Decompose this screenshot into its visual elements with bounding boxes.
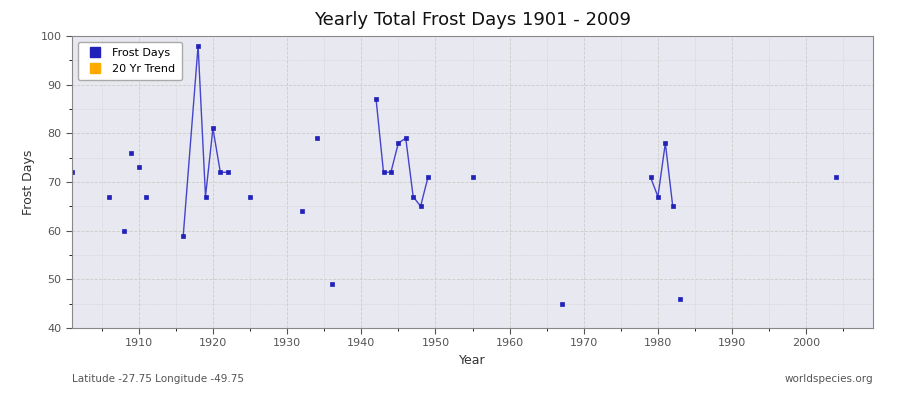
Legend: Frost Days, 20 Yr Trend: Frost Days, 20 Yr Trend	[77, 42, 182, 80]
X-axis label: Year: Year	[459, 354, 486, 367]
Title: Yearly Total Frost Days 1901 - 2009: Yearly Total Frost Days 1901 - 2009	[314, 11, 631, 29]
Text: worldspecies.org: worldspecies.org	[785, 374, 873, 384]
Text: Latitude -27.75 Longitude -49.75: Latitude -27.75 Longitude -49.75	[72, 374, 244, 384]
Y-axis label: Frost Days: Frost Days	[22, 149, 35, 215]
